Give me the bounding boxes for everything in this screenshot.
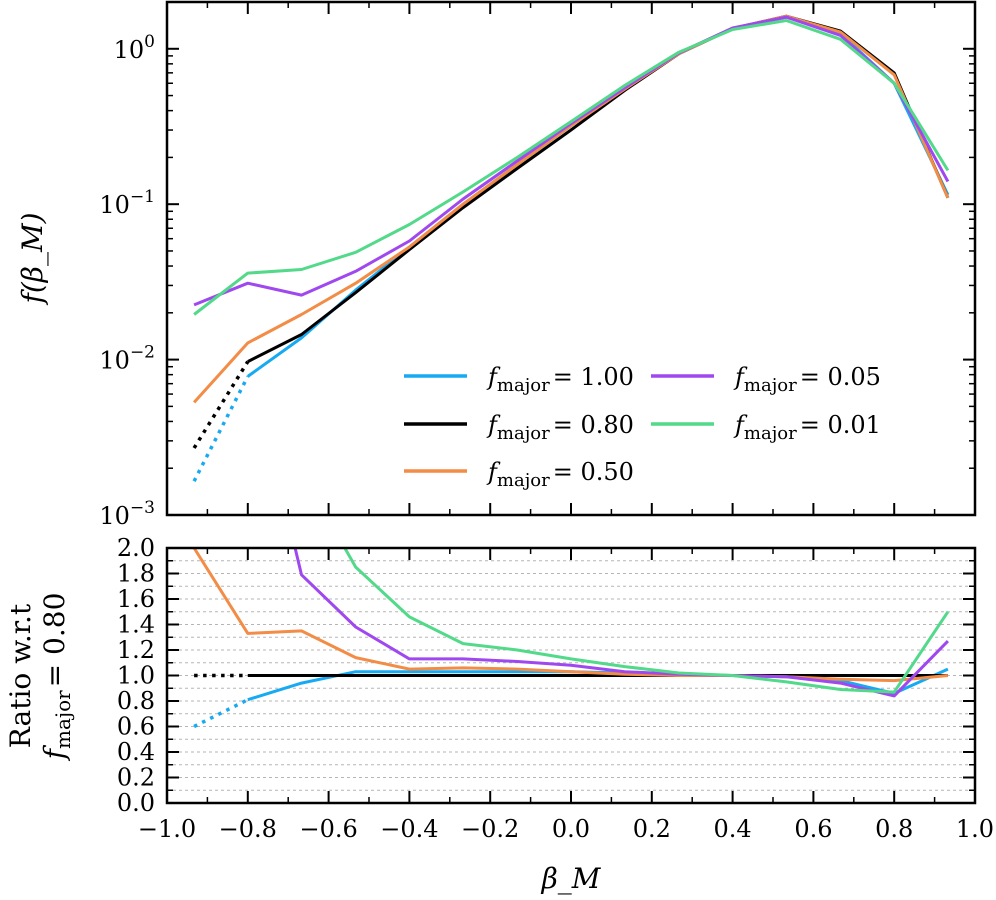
series-0-dotted-line — [192, 375, 250, 482]
x-tick-label: −0.2 — [461, 815, 519, 843]
x-axis-label: β_M — [541, 862, 602, 895]
x-tick-label: −0.4 — [380, 815, 438, 843]
x-tick-label: −0.6 — [299, 815, 357, 843]
bottom-y-tick-label: 0.0 — [117, 789, 155, 817]
legend-label-4: fmajor = 0.01 — [733, 411, 881, 444]
ratio-3-line — [293, 548, 949, 698]
legend-label-0: fmajor = 1.00 — [486, 363, 634, 396]
legend-label-1: fmajor = 0.80 — [486, 411, 634, 444]
x-tick-label: −1.0 — [138, 815, 196, 843]
ratio-4-line — [343, 548, 950, 694]
bottom-y-tick-label: 1.8 — [117, 560, 155, 588]
series-0-line — [246, 15, 950, 378]
top-y-tick-label: 10−3 — [99, 498, 155, 530]
ratio-0-dotted-line — [193, 698, 249, 729]
bottom-y-axis-label-line1: Ratio w.r.t — [4, 603, 37, 748]
bottom-y-tick-label: 1.2 — [117, 636, 155, 664]
bottom-y-tick-label: 1.4 — [117, 611, 155, 639]
bottom-y-tick-label: 2.0 — [117, 534, 155, 562]
x-tick-label: 1.0 — [956, 815, 994, 843]
series-1-line — [247, 14, 950, 363]
top-y-tick-label: 100 — [114, 32, 155, 64]
bottom-y-tick-label: 1.6 — [117, 585, 155, 613]
bottom-y-tick-label: 0.6 — [117, 713, 155, 741]
bottom-y-tick-label: 0.8 — [117, 687, 155, 715]
legend-label-2: fmajor = 0.50 — [486, 458, 634, 491]
x-tick-label: 0.2 — [633, 815, 671, 843]
top-y-axis-label: f(β_M) — [16, 212, 49, 305]
bottom-y-tick-label: 0.2 — [117, 764, 155, 792]
x-tick-label: −0.8 — [219, 815, 277, 843]
bottom-y-tick-label: 1.0 — [117, 662, 155, 690]
bottom-panel: 0.00.20.40.60.81.01.21.41.61.82.0 −1.0 −0… — [117, 534, 994, 843]
x-tick-label: 0.8 — [875, 815, 913, 843]
series-3-line — [193, 15, 950, 307]
legend-label-3: fmajor = 0.05 — [733, 363, 881, 396]
legend: fmajor = 1.00 fmajor = 0.80 fmajor = 0.50 fmaj… — [404, 363, 881, 491]
bottom-y-tick-label: 0.4 — [117, 738, 155, 766]
top-y-tick-label: 10−1 — [99, 187, 155, 219]
top-y-tick-label: 10−2 — [99, 343, 155, 375]
x-tick-label: 0.4 — [714, 815, 752, 843]
series-4-line — [193, 19, 950, 316]
top-panel: 10−3 10−2 10−1 100 fmajor = 1.00 fmajor = 0.80… — [99, 0, 977, 530]
bottom-y-axis-label-line2: fmajor= 0.80 — [38, 593, 75, 762]
series-2-line — [192, 14, 950, 404]
ratio-2-line — [192, 548, 949, 683]
x-tick-label: 0.0 — [552, 815, 590, 843]
x-tick-label: 0.6 — [794, 815, 832, 843]
